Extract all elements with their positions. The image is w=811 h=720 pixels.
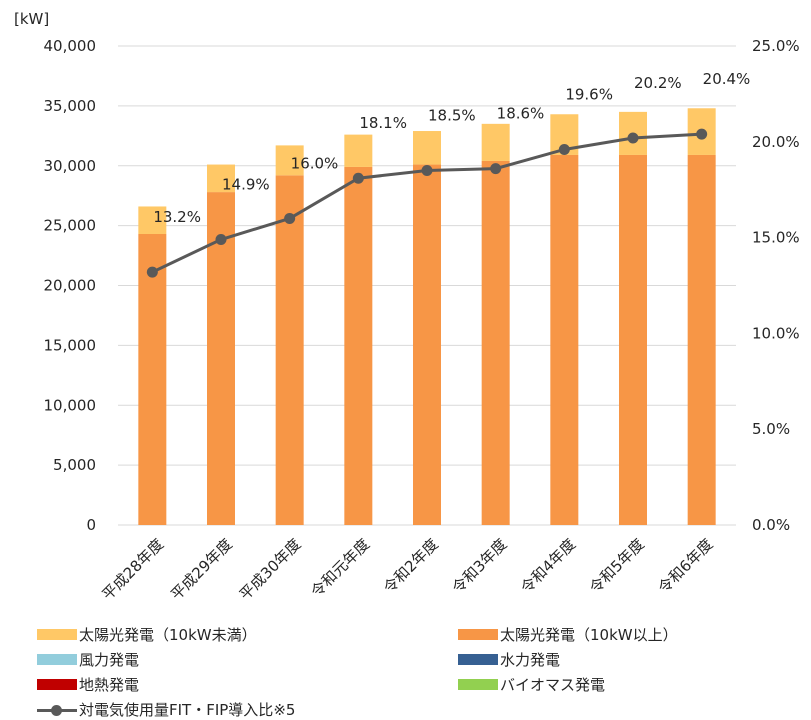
ratio-point — [490, 163, 502, 175]
x-tick-label: 令和元年度 — [307, 535, 373, 601]
ratio-data-label: 18.1% — [359, 114, 407, 132]
ratio-point — [558, 143, 570, 155]
y-left-tick-label: 5,000 — [53, 456, 96, 474]
ratio-point — [421, 165, 433, 177]
x-tick-label: 平成30年度 — [236, 535, 305, 604]
bar-segment — [481, 123, 510, 161]
bar-segment — [138, 206, 167, 235]
y-right-tick-label: 20.0% — [752, 133, 800, 151]
ratio-point — [627, 132, 639, 144]
bar-segment — [207, 164, 235, 193]
bar-segment — [275, 145, 304, 176]
y-left-tick-label: 10,000 — [44, 396, 97, 414]
y-right-tick-label: 15.0% — [752, 229, 800, 247]
y-right-tick-label: 0.0% — [752, 516, 790, 534]
y-left-tick-label: 15,000 — [44, 336, 97, 354]
bar-segment — [550, 154, 579, 525]
y-left-tick-label: 35,000 — [44, 97, 97, 115]
x-tick-label: 令和4年度 — [517, 535, 579, 597]
ratio-data-label: 13.2% — [153, 208, 201, 226]
bar-segment — [207, 192, 235, 525]
ratio-data-label: 19.6% — [565, 85, 613, 103]
ratio-data-label: 18.5% — [428, 107, 476, 125]
x-tick-label: 令和6年度 — [655, 535, 717, 597]
bar-segment — [413, 164, 441, 526]
y-right-tick-label: 5.0% — [752, 420, 790, 438]
bar-segment — [413, 131, 441, 165]
ratio-data-label: 20.2% — [634, 74, 682, 92]
ratio-data-label: 18.6% — [497, 105, 545, 123]
x-tick-label: 平成28年度 — [99, 535, 168, 604]
y-left-tick-label: 40,000 — [44, 37, 97, 55]
ratio-point — [696, 128, 708, 140]
bar-segment — [619, 154, 647, 525]
ratio-data-label: 16.0% — [291, 154, 339, 172]
bar-segment — [344, 166, 373, 525]
ratio-point — [352, 172, 364, 184]
bar-segment — [344, 134, 373, 167]
y-left-unit-label: [kW] — [14, 10, 49, 28]
y-left-tick-label: 25,000 — [44, 217, 97, 235]
ratio-data-label: 20.4% — [703, 70, 751, 88]
ratio-point — [146, 266, 158, 278]
bar-segment — [481, 160, 510, 525]
y-left-tick-label: 20,000 — [44, 277, 97, 295]
bar-segment — [687, 154, 716, 525]
x-tick-label: 平成29年度 — [167, 535, 236, 604]
ratio-point — [284, 212, 296, 224]
y-left-tick-label: 0 — [86, 516, 96, 534]
y-right-tick-label: 10.0% — [752, 324, 800, 342]
x-tick-label: 令和5年度 — [586, 535, 648, 597]
y-right-tick-label: 25.0% — [752, 37, 800, 55]
bar-segment — [275, 175, 304, 525]
x-tick-label: 令和2年度 — [380, 535, 442, 597]
x-tick-label: 令和3年度 — [449, 535, 511, 597]
ratio-point — [215, 234, 227, 246]
y-left-tick-label: 30,000 — [44, 157, 97, 175]
bar-segment — [138, 234, 167, 525]
ratio-data-label: 14.9% — [222, 176, 270, 194]
